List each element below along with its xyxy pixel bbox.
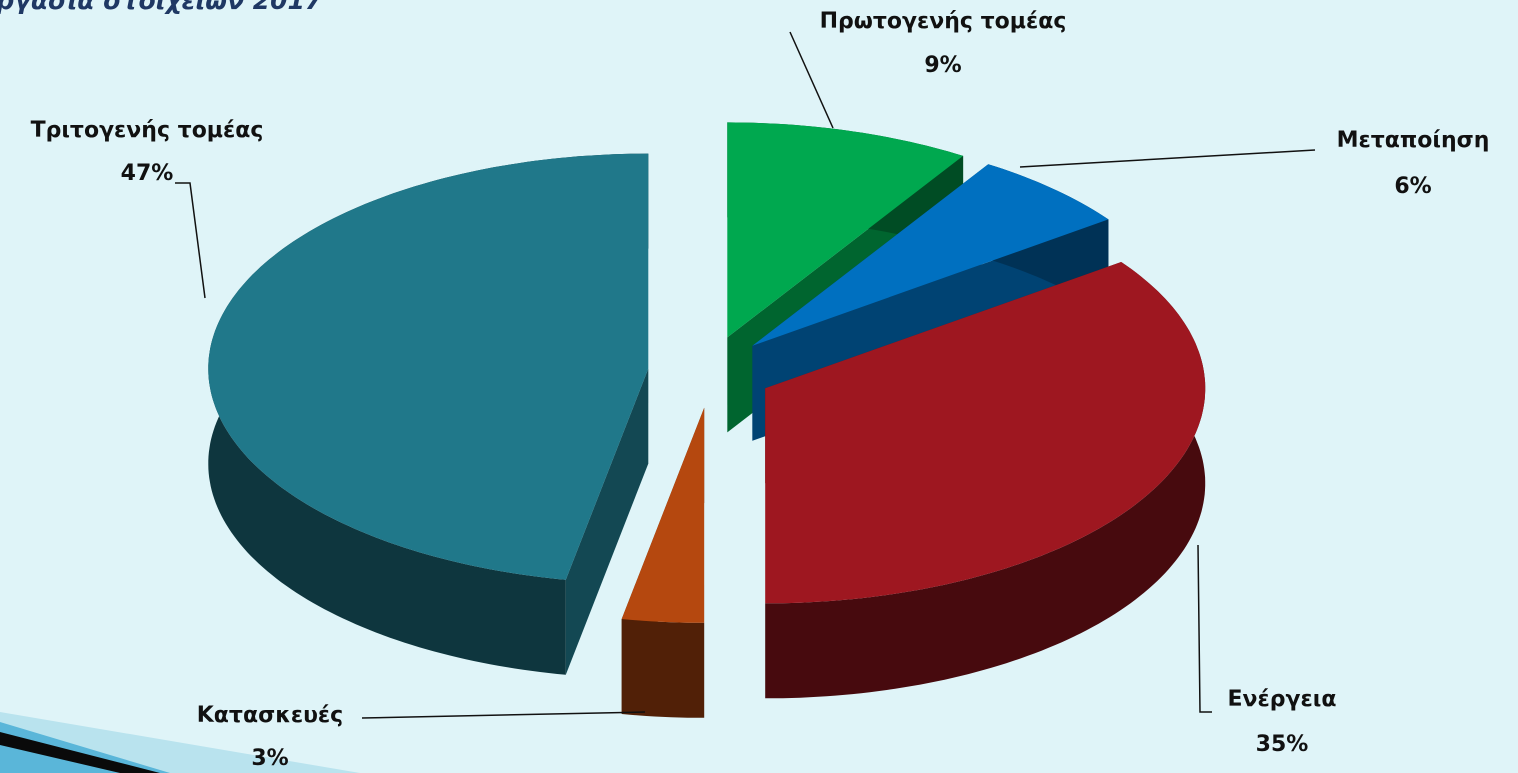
value-label: 3% — [251, 746, 288, 771]
pie-slice — [752, 164, 1109, 346]
pie — [208, 122, 1206, 718]
pie-side — [621, 619, 705, 718]
value-label: 9% — [924, 53, 961, 78]
value-label: 35% — [1256, 732, 1309, 757]
pie-slice — [765, 262, 1206, 604]
chart-title: εργασία στοιχείων 2017 — [0, 0, 323, 15]
value-label: 6% — [1394, 174, 1431, 199]
leader-line — [361, 711, 646, 719]
slice-label: Τριτογενής τομέας — [31, 118, 264, 143]
leader-line — [1019, 149, 1316, 168]
pie-slice — [727, 122, 964, 338]
leader-line — [1197, 544, 1212, 713]
value-label: 47% — [121, 161, 174, 186]
pie-side — [565, 368, 649, 675]
leader-line — [175, 182, 206, 299]
decoration — [0, 722, 170, 773]
pie-side — [765, 262, 1206, 699]
slice-label: Κατασκευές — [197, 703, 343, 728]
slice-label: Μεταποίηση — [1337, 128, 1490, 153]
decoration — [0, 732, 160, 773]
slice-label: Πρωτογενής τομέας — [820, 9, 1067, 34]
pie-slice — [208, 153, 649, 580]
pie-slice — [621, 407, 705, 623]
slice-label: Ενέργεια — [1228, 687, 1337, 712]
leader-line — [789, 31, 834, 129]
